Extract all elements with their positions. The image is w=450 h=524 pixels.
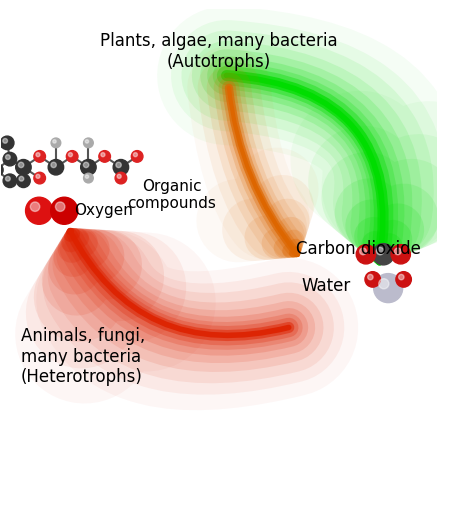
- Circle shape: [368, 275, 373, 280]
- Circle shape: [3, 138, 8, 143]
- Circle shape: [379, 279, 389, 289]
- FancyArrowPatch shape: [226, 75, 404, 226]
- FancyArrowPatch shape: [72, 242, 289, 336]
- Circle shape: [53, 140, 56, 143]
- Circle shape: [116, 162, 122, 168]
- Circle shape: [16, 159, 31, 175]
- Circle shape: [391, 245, 410, 264]
- Circle shape: [365, 271, 380, 287]
- Text: Plants, algae, many bacteria
(Autotrophs): Plants, algae, many bacteria (Autotrophs…: [100, 32, 338, 71]
- Circle shape: [84, 173, 93, 183]
- Circle shape: [399, 275, 404, 280]
- Circle shape: [376, 247, 384, 255]
- Circle shape: [101, 152, 105, 157]
- Circle shape: [51, 162, 56, 168]
- Circle shape: [55, 202, 65, 211]
- Circle shape: [84, 138, 93, 148]
- Circle shape: [0, 136, 14, 150]
- FancyArrowPatch shape: [229, 88, 296, 251]
- FancyArrowPatch shape: [229, 88, 298, 255]
- FancyArrowPatch shape: [226, 75, 386, 255]
- Circle shape: [36, 152, 40, 157]
- Circle shape: [3, 174, 17, 188]
- FancyArrowPatch shape: [226, 75, 383, 263]
- Circle shape: [81, 159, 96, 175]
- Circle shape: [66, 150, 78, 162]
- Text: Oxygen: Oxygen: [74, 203, 133, 219]
- FancyArrowPatch shape: [73, 248, 289, 336]
- FancyArrowPatch shape: [71, 238, 289, 336]
- Circle shape: [117, 174, 121, 178]
- FancyArrowPatch shape: [229, 88, 294, 248]
- FancyArrowPatch shape: [75, 255, 289, 337]
- Circle shape: [34, 150, 45, 162]
- FancyArrowPatch shape: [226, 75, 389, 250]
- Circle shape: [373, 244, 394, 265]
- FancyArrowPatch shape: [79, 275, 289, 338]
- Circle shape: [113, 159, 129, 175]
- Text: Organic
compounds: Organic compounds: [127, 179, 216, 211]
- Circle shape: [19, 177, 24, 181]
- Circle shape: [131, 150, 143, 162]
- Text: Water: Water: [301, 277, 351, 295]
- FancyArrowPatch shape: [229, 88, 283, 230]
- Circle shape: [26, 197, 53, 224]
- Circle shape: [30, 202, 40, 211]
- Circle shape: [0, 163, 3, 177]
- FancyArrowPatch shape: [226, 75, 418, 202]
- FancyArrowPatch shape: [81, 285, 289, 339]
- Circle shape: [3, 152, 17, 166]
- Circle shape: [99, 150, 110, 162]
- FancyArrowPatch shape: [226, 75, 411, 214]
- Circle shape: [5, 177, 10, 181]
- Circle shape: [356, 245, 376, 264]
- FancyArrowPatch shape: [70, 234, 289, 335]
- Circle shape: [36, 174, 40, 178]
- FancyArrowPatch shape: [226, 75, 393, 244]
- Circle shape: [133, 152, 137, 157]
- Circle shape: [395, 248, 401, 255]
- FancyArrowPatch shape: [226, 75, 398, 236]
- FancyArrowPatch shape: [229, 88, 288, 237]
- Circle shape: [83, 162, 89, 168]
- FancyArrowPatch shape: [69, 231, 289, 335]
- Circle shape: [396, 271, 411, 287]
- Circle shape: [51, 138, 61, 148]
- Circle shape: [18, 162, 24, 168]
- Circle shape: [34, 172, 45, 184]
- Circle shape: [374, 274, 403, 303]
- Circle shape: [51, 197, 78, 224]
- Circle shape: [85, 140, 89, 143]
- Circle shape: [48, 159, 63, 175]
- Circle shape: [85, 175, 89, 178]
- FancyArrowPatch shape: [226, 75, 383, 259]
- FancyArrowPatch shape: [229, 88, 297, 253]
- FancyArrowPatch shape: [76, 264, 289, 337]
- Text: Carbon dioxide: Carbon dioxide: [296, 241, 421, 258]
- Circle shape: [17, 174, 30, 188]
- Circle shape: [5, 155, 10, 159]
- Circle shape: [360, 248, 366, 255]
- Circle shape: [68, 152, 72, 157]
- Text: Animals, fungi,
many bacteria
(Heterotrophs): Animals, fungi, many bacteria (Heterotro…: [21, 327, 145, 386]
- Circle shape: [115, 172, 127, 184]
- FancyArrowPatch shape: [229, 88, 291, 244]
